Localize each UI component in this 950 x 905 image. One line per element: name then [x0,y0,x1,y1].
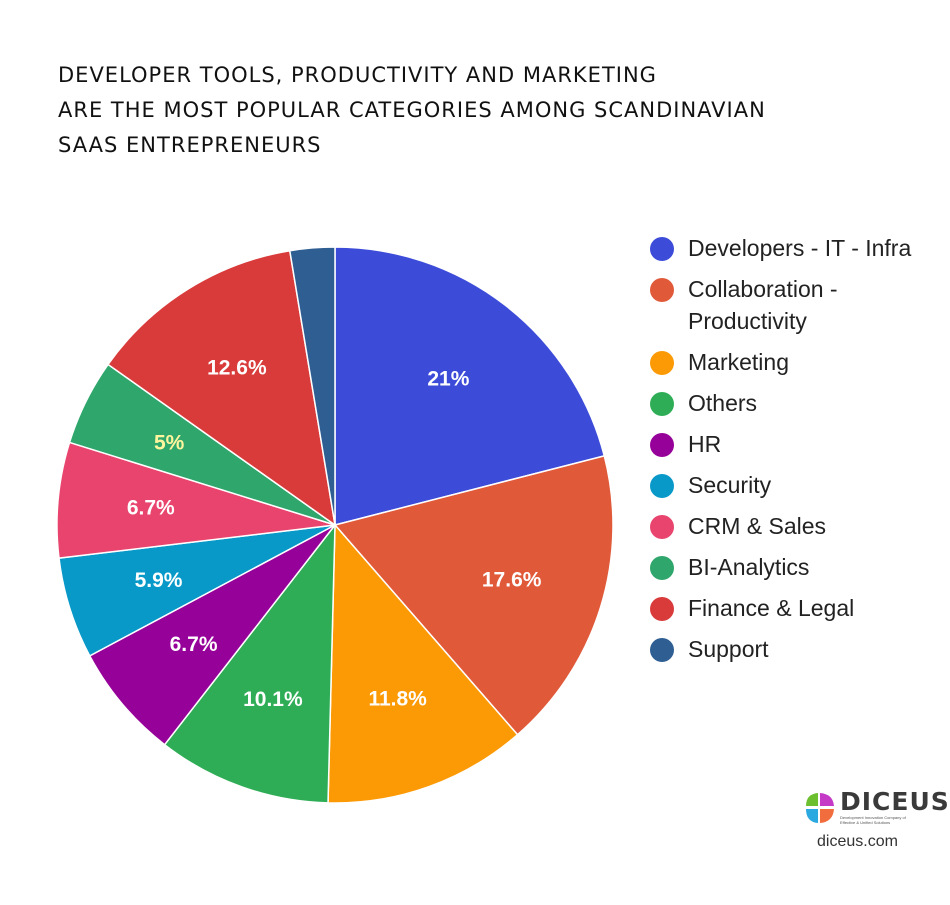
pie-slices [56,246,614,804]
slice-label-4: 6.7% [170,633,218,656]
legend-label: BI-Analytics [688,554,810,580]
legend-swatch-icon [650,278,674,302]
slice-label-2: 11.8% [368,688,427,711]
legend-item[interactable]: Finance & Legal [650,592,950,624]
pie-slice-3[interactable] [163,522,336,804]
legend-swatch-icon [650,237,674,261]
pie-slice-9[interactable] [288,246,336,526]
legend-label: Developers - IT - Infra [688,235,912,261]
legend-label: Security [688,472,772,498]
diceus-logo: DICEUS Development Innovation Company of… [800,788,949,858]
legend-label: CRM & Sales [688,513,827,539]
pie-slice-2[interactable] [327,523,519,804]
legend-label: Others [688,390,758,416]
chart-title: DEVELOPER TOOLS, PRODUCTIVITY AND MARKET… [58,58,918,163]
legend-item[interactable]: Collaboration - Productivity [650,273,950,337]
pie-labels: 21% 17.6% 11.8% 10.1% 6.7% 5.9% 6.7% 5% 12.6% [127,357,542,711]
diceus-logo-icon [806,793,834,823]
legend-swatch-icon [650,474,674,498]
title-line: SAAS ENTREPRENEURS [58,133,322,157]
legend-item[interactable]: Security [650,469,950,501]
pie-slice-6[interactable] [56,441,336,559]
pie-slice-4[interactable] [88,524,336,746]
slice-label-5: 5.9% [135,569,183,592]
legend-swatch-icon [650,556,674,580]
title-line: ARE THE MOST POPULAR CATEGORIES AMONG SC… [58,98,766,122]
legend-label: Finance & Legal [688,595,855,621]
legend-label: Productivity [688,308,807,334]
legend-swatch-icon [650,597,674,621]
legend-item[interactable]: BI-Analytics [650,551,950,583]
logo-wordmark: DICEUS [840,787,950,816]
logo-tagline: Development Innovation Company of Effect… [840,815,906,825]
legend-swatch-icon [650,515,674,539]
legend-label: Marketing [688,349,789,375]
slice-label-6: 6.7% [127,497,175,520]
legend-item[interactable]: Marketing [650,346,950,378]
legend-swatch-icon [650,433,674,457]
legend: Developers - IT - Infra Collaboration - Pr… [650,232,950,674]
legend-label: HR [688,431,722,457]
title-line: DEVELOPER TOOLS, PRODUCTIVITY AND MARKET… [58,63,657,87]
legend-swatch-icon [650,351,674,375]
slice-label-8: 12.6% [207,357,267,380]
slice-label-0: 21% [427,367,469,390]
legend-item[interactable]: Others [650,387,950,419]
legend-item[interactable]: Developers - IT - Infra [650,232,950,264]
pie-slice-8[interactable] [107,249,337,527]
slice-label-3: 10.1% [243,688,303,711]
legend-item[interactable]: CRM & Sales [650,510,950,542]
legend-label: Support [688,636,769,662]
logo-url[interactable]: diceus.com [817,833,898,850]
pie-slice-0[interactable] [334,246,606,526]
legend-item[interactable]: HR [650,428,950,460]
legend-swatch-icon [650,392,674,416]
legend-swatch-icon [650,638,674,662]
legend-label: Collaboration - [688,276,838,302]
pie-slice-1[interactable] [333,454,614,736]
legend-item[interactable]: Support [650,633,950,665]
slice-label-1: 17.6% [482,568,542,591]
slice-label-7: 5% [154,432,185,455]
